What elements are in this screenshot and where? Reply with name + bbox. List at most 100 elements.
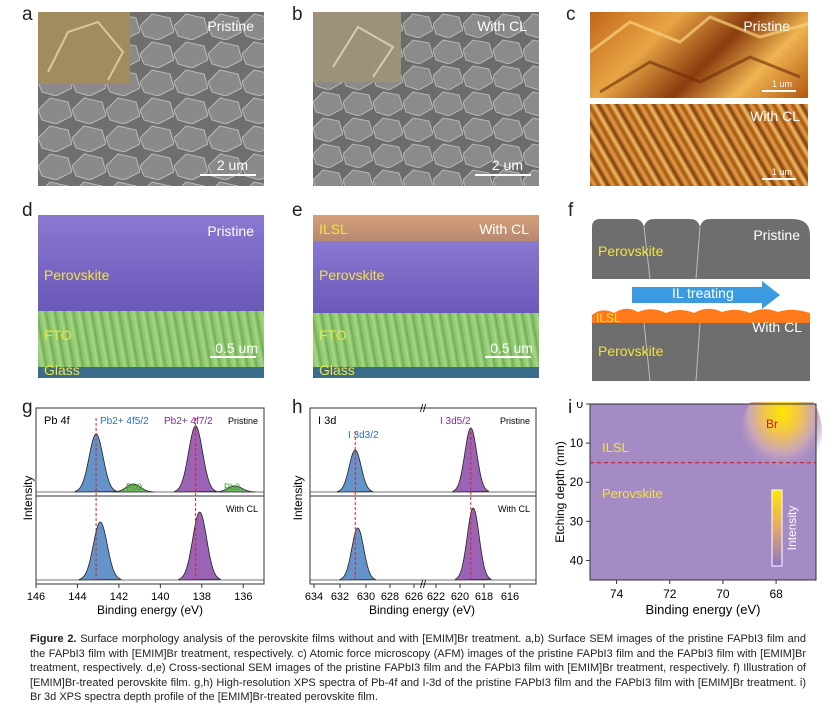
x-tick-label: 628: [381, 591, 399, 603]
panel-c-top-scalebar: [762, 90, 796, 92]
y-tick-label: 40: [570, 553, 584, 567]
h-xlabel: Binding energy (eV): [369, 603, 475, 617]
afm-texture: [590, 15, 808, 94]
panel-e-fto-layer: [313, 313, 539, 367]
panel-e-perovskite-layer: [313, 241, 539, 313]
i-colorbar-label: Intensity: [785, 506, 799, 551]
xps-peak: [178, 511, 221, 581]
figure-caption: Figure 2. Surface morphology analysis of…: [30, 632, 806, 705]
panel-e-layer-fto: FTO: [319, 327, 347, 343]
panel-e-state: With CL: [479, 221, 529, 237]
panel-f-top-state: Pristine: [753, 227, 800, 243]
h-peak1-label: I 3d3/2: [348, 430, 379, 441]
xps-peak: [78, 521, 122, 581]
x-tick-label: 74: [610, 587, 624, 601]
panel-f-bottom-layer: Perovskite: [598, 343, 664, 359]
panel-b-sem-image: With CL 2 um: [313, 12, 539, 186]
panel-d-cross-section: Pristine Perovskite FTO Glass 0.5 um: [38, 215, 264, 378]
x-tick-label: 632: [331, 591, 349, 603]
g-pb0-label-2: Pb0: [224, 482, 240, 492]
g-xlabel: Binding energy (eV): [97, 603, 203, 617]
panel-f-illustration: [592, 219, 810, 382]
panel-b-scale: 2 um: [491, 157, 523, 173]
g-peak2-label: Pb2+ 4f7/2: [164, 416, 213, 427]
panel-c-top-state: Pristine: [743, 18, 790, 34]
y-tick-label: 10: [570, 436, 584, 450]
x-tick-label: 70: [716, 587, 730, 601]
x-tick-label: 626: [405, 591, 423, 603]
x-tick-label: 630: [357, 591, 375, 603]
panel-e-cross-section: With CL ILSL Perovskite FTO Glass 0.5 um: [313, 215, 539, 378]
panel-e-glass-layer: [313, 367, 539, 378]
panel-d-glass-layer: [38, 367, 264, 378]
y-tick-label: 0: [576, 402, 583, 411]
panel-b-scalebar: [475, 174, 531, 176]
panel-a-sem-image: Pristine 2 um: [38, 12, 264, 186]
panel-d-scalebar: [210, 356, 256, 358]
panel-c-bottom-scalebar: [762, 178, 796, 180]
x-tick-label: 142: [110, 591, 128, 603]
g-pb0-label-1: Pb0: [126, 482, 142, 492]
y-tick-label: 20: [570, 475, 584, 489]
h-bottom-label: With CL: [498, 504, 530, 514]
panel-e-layer-glass: Glass: [319, 362, 355, 378]
x-tick-label: 622: [427, 591, 445, 603]
panel-f-schematic: Pristine Perovskite IL treating ILSL Wit…: [592, 215, 810, 382]
h-ylabel: Intensity: [291, 476, 305, 521]
panel-d-perovskite-layer: [38, 215, 264, 311]
panel-i-depth-profile: 0 10 20 30 40 74 72 70 68 Br ILSL Perovskite Int…: [553, 402, 822, 617]
h-peak2-label: I 3d5/2: [440, 416, 471, 427]
panel-e-layer-ilsl: ILSL: [319, 221, 348, 237]
panel-b-letter: b: [292, 4, 303, 25]
x-tick-label: 146: [27, 591, 45, 603]
panel-c-afm-bottom: With CL 1 um: [590, 104, 808, 186]
x-tick-label: 616: [501, 591, 519, 603]
panel-g-letter: g: [22, 397, 33, 418]
panel-f-letter: f: [568, 200, 574, 221]
panel-f-top-layer: Perovskite: [598, 243, 664, 259]
x-tick-label: 72: [663, 587, 677, 601]
i-xlabel: Binding energy (eV): [646, 602, 761, 617]
panel-e-scalebar: [485, 356, 531, 358]
sem-grain-texture: [313, 12, 539, 186]
panel-e-scale: 0.5 um: [490, 340, 533, 356]
panel-g-xps-chart: 146 144 142 140 138 136 Pb 4f Pb2+ 4f5/2 Pb2+…: [21, 407, 265, 617]
y-tick-label: 30: [570, 514, 584, 528]
panel-f-arrow-label: IL treating: [672, 285, 734, 301]
x-tick-label: 140: [151, 591, 169, 603]
xps-peak: [111, 483, 155, 493]
x-tick-label: 144: [68, 591, 86, 603]
panel-e-ilsl-layer: [313, 215, 539, 241]
chart-frame: [589, 403, 817, 581]
i-hot-label: Br: [766, 417, 778, 431]
panel-e-letter: e: [292, 200, 303, 221]
xps-peak: [339, 527, 376, 581]
h-axis-break-bottom: //: [420, 579, 427, 591]
panel-d-layer-perovskite: Perovskite: [44, 267, 110, 283]
panel-c-bottom-state: With CL: [750, 108, 800, 124]
h-element-label: I 3d: [318, 415, 336, 427]
panel-h-letter: h: [292, 397, 303, 418]
caption-text: Surface morphology analysis of the perov…: [30, 633, 806, 703]
panel-a-scale: 2 um: [216, 157, 248, 173]
g-bottom-label: With CL: [226, 504, 258, 514]
panel-e-layer-perovskite: Perovskite: [319, 267, 385, 283]
g-top-label: Pristine: [228, 416, 258, 426]
x-tick-label: 138: [193, 591, 211, 603]
panel-d-letter: d: [22, 200, 33, 221]
g-ylabel: Intensity: [21, 476, 35, 521]
panel-c-afm-top: Pristine 1 um: [590, 12, 808, 98]
inset-image: [38, 12, 130, 84]
x-tick-label: 634: [305, 591, 323, 603]
colorbar: [771, 489, 783, 567]
i-region1-label: ILSL: [602, 440, 629, 455]
h-top-label: Pristine: [500, 416, 530, 426]
panel-h-xps-chart: // // 634 632 630 628 626 622 620 618 616 I 3d I…: [291, 403, 537, 617]
g-peak1-label: Pb2+ 4f5/2: [100, 416, 149, 427]
g-element-label: Pb 4f: [44, 415, 71, 427]
panel-c-letter: c: [566, 4, 576, 25]
panel-a-scalebar: [200, 174, 256, 176]
x-tick-label: 618: [475, 591, 493, 603]
i-region2-label: Perovskite: [602, 486, 663, 501]
x-tick-label: 620: [451, 591, 469, 603]
